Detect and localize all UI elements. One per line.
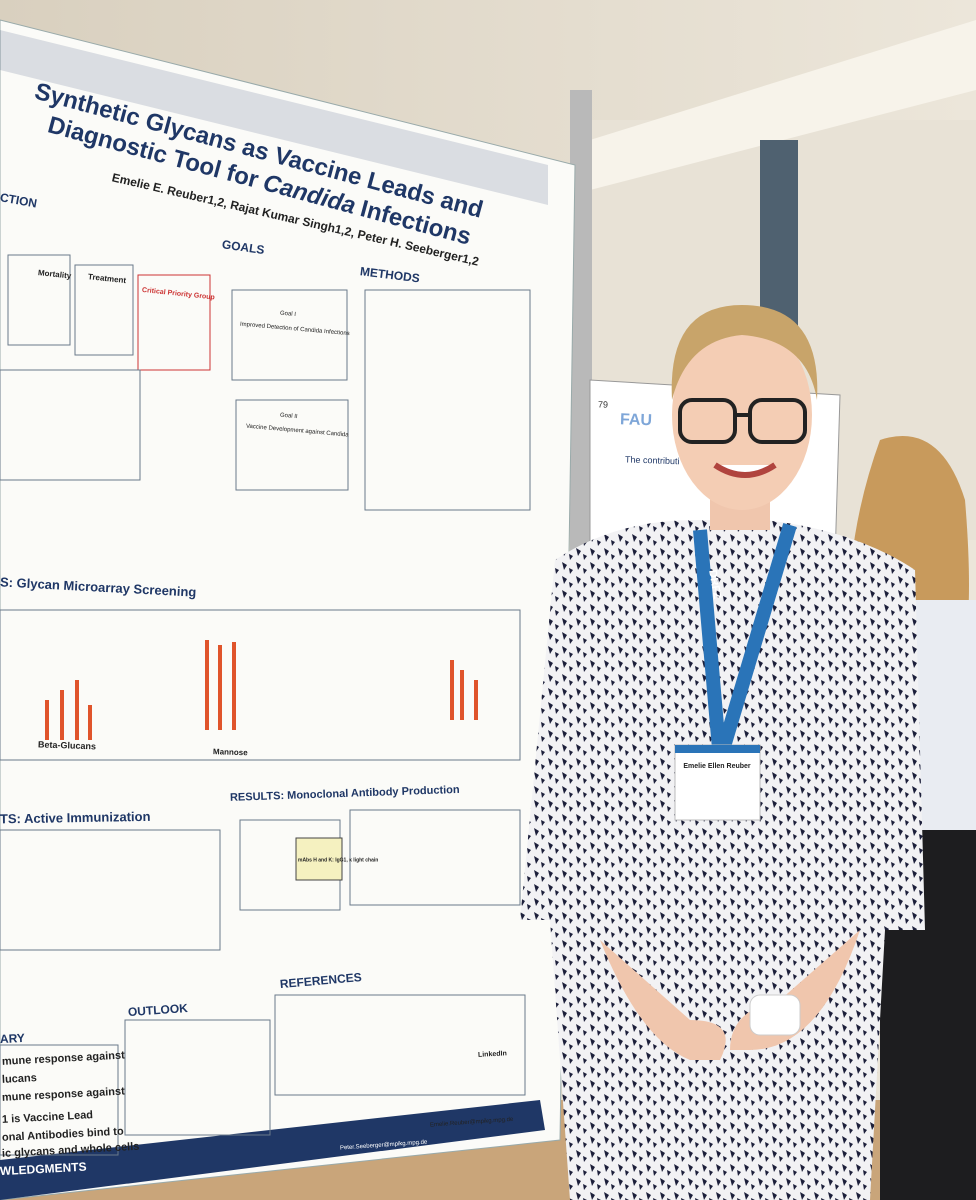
- dress: [520, 520, 925, 1200]
- hair: [671, 305, 818, 400]
- axis-label: Mannose: [213, 747, 249, 757]
- poster-header-band: [0, 30, 548, 205]
- contact-label: LinkedIn: [478, 1050, 507, 1058]
- bar-marks: [45, 640, 478, 740]
- summary-line: 1 is Vaccine Lead: [2, 1109, 94, 1126]
- lanyard-text: DRFZ: [706, 569, 723, 600]
- badge-stripe: [675, 745, 760, 753]
- poster-figures: [0, 254, 531, 1156]
- mab-box: [295, 837, 343, 881]
- axis-label: Beta-Glucans: [38, 739, 96, 751]
- hands: [600, 940, 726, 1060]
- summary-line: lucans: [2, 1072, 37, 1086]
- box-label: Treatment: [88, 272, 127, 285]
- box-label: Mortality: [38, 268, 73, 280]
- section-heading: CTION: [0, 190, 38, 210]
- glasses: [678, 398, 807, 444]
- smile: [713, 462, 777, 478]
- badge-name: Emelie Ellen Reuber: [683, 763, 751, 770]
- poster-number: 79: [598, 399, 608, 409]
- section-heading: ARY: [0, 1031, 25, 1046]
- watch: [749, 994, 801, 1036]
- goal-label: Goal I: [280, 311, 297, 318]
- section-heading: GOALS: [221, 237, 265, 257]
- contact-email: Emelie.Reuber@mpikg.mpg.de: [430, 1117, 514, 1129]
- section-heading: WLEDGMENTS: [0, 1160, 87, 1179]
- ceiling-light: [590, 20, 976, 190]
- poster-title: The contributi: [625, 454, 680, 466]
- poster-footer-band: [0, 1100, 545, 1200]
- section-heading: OUTLOOK: [127, 1001, 188, 1019]
- section-heading: TS: Active Immunization: [0, 809, 151, 827]
- mab-text: mAbs H and K: IgG1, κ light chain: [298, 857, 378, 863]
- poster-logo: FAU: [620, 411, 653, 429]
- name-badge: [674, 744, 761, 821]
- lanyard: [693, 523, 797, 762]
- goal-label: Goal II: [280, 413, 298, 421]
